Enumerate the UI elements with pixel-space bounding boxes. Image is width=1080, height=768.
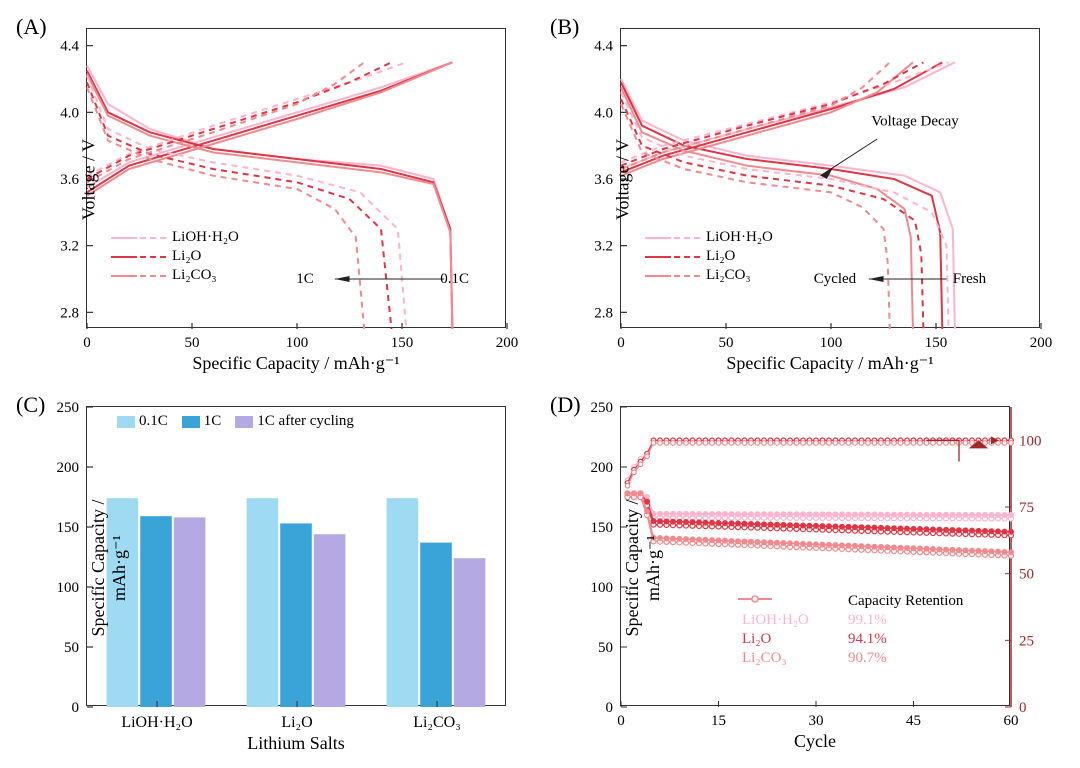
svg-text:2.8: 2.8 xyxy=(60,305,79,321)
x-axis-label: Specific Capacity / mAh·g⁻¹ xyxy=(726,353,933,374)
legend-text: LiOH·H₂O xyxy=(742,612,830,629)
svg-text:Li₂CO₃: Li₂CO₃ xyxy=(413,714,461,731)
panel-c: (C) 050100150200250LiOH·H₂OLi₂OLi₂CO₃Lit… xyxy=(10,388,536,758)
svg-text:150: 150 xyxy=(925,335,948,351)
x-axis-label: Lithium Salts xyxy=(247,733,345,754)
svg-text:50: 50 xyxy=(64,640,79,656)
panel-d-label: (D) xyxy=(550,392,581,418)
svg-text:Voltage Decay: Voltage Decay xyxy=(871,114,959,130)
svg-text:75: 75 xyxy=(1019,500,1034,516)
svg-text:100: 100 xyxy=(1019,433,1042,449)
svg-text:0: 0 xyxy=(617,713,625,729)
figure-grid: (A) 0501001502002.83.23.64.04.41C0.1CSpe… xyxy=(0,0,1080,768)
svg-text:4.0: 4.0 xyxy=(60,105,79,121)
svg-text:0: 0 xyxy=(83,335,91,351)
legend-c: 0.1C 1C 1C after cycling xyxy=(117,413,354,430)
svg-text:100: 100 xyxy=(286,335,309,351)
svg-text:0: 0 xyxy=(606,700,614,716)
panel-a: (A) 0 50 100 150 200 2.8 3.2 3.6 4.0 4.4 1C 0.1C Spe… xyxy=(10,10,536,380)
svg-text:150: 150 xyxy=(57,520,80,536)
svg-text:1C: 1C xyxy=(296,271,314,287)
legend-text: Li₂CO₃ xyxy=(706,267,751,284)
y-axis-label: Specific Capacity / mAh·g⁻¹ xyxy=(88,478,130,658)
svg-text:200: 200 xyxy=(591,460,614,476)
svg-text:0: 0 xyxy=(1019,700,1027,716)
svg-text:0: 0 xyxy=(72,700,80,716)
legend-text: 1C xyxy=(204,413,222,430)
retention-value: 94.1% xyxy=(848,631,887,648)
legend: LiOH·H₂O Li₂O Li₂CO₃ xyxy=(111,229,239,286)
svg-text:3.6: 3.6 xyxy=(60,172,79,188)
svg-text:25: 25 xyxy=(1019,633,1034,649)
svg-text:60: 60 xyxy=(1004,713,1019,729)
svg-text:Cycled: Cycled xyxy=(814,271,857,287)
legend-text: Li₂O xyxy=(742,631,830,648)
svg-text:15: 15 xyxy=(711,713,726,729)
svg-text:100: 100 xyxy=(57,580,80,596)
svg-text:150: 150 xyxy=(391,335,414,351)
retention-value: 99.1% xyxy=(848,612,887,629)
svg-text:Li₂O: Li₂O xyxy=(281,714,312,731)
svg-text:100: 100 xyxy=(820,335,843,351)
legend-text: 0.1C xyxy=(139,413,168,430)
svg-text:250: 250 xyxy=(57,400,80,416)
svg-text:200: 200 xyxy=(1030,335,1053,351)
x-axis-label: Specific Capacity / mAh·g⁻¹ xyxy=(192,353,399,374)
svg-text:250: 250 xyxy=(591,400,614,416)
svg-text:45: 45 xyxy=(906,713,921,729)
svg-text:4.4: 4.4 xyxy=(594,39,613,55)
plot-c-area: 050100150200250LiOH·H₂OLi₂OLi₂CO₃Lithium… xyxy=(86,406,506,706)
y-axis-label: Specific Capacity / mAh·g⁻¹ xyxy=(622,478,664,658)
svg-text:200: 200 xyxy=(57,460,80,476)
svg-text:0.1C: 0.1C xyxy=(440,271,469,287)
legend-text: 1C after cycling xyxy=(257,413,354,430)
legend-text: Li₂O xyxy=(706,248,735,265)
svg-text:2.8: 2.8 xyxy=(594,305,613,321)
panel-a-label: (A) xyxy=(16,14,47,40)
legend-text: Li₂CO₃ xyxy=(172,267,217,284)
y-axis-label: Voltage / V xyxy=(613,120,634,240)
legend-d: Capacity RetentionLiOH·H₂O99.1%Li₂O94.1%… xyxy=(738,593,963,669)
svg-text:50: 50 xyxy=(719,335,734,351)
svg-text:150: 150 xyxy=(591,520,614,536)
svg-text:50: 50 xyxy=(1019,567,1034,583)
svg-text:0: 0 xyxy=(617,335,625,351)
panel-c-label: (C) xyxy=(16,392,45,418)
svg-text:Fresh: Fresh xyxy=(953,271,987,287)
plot-b-area: 0501001502002.83.23.64.04.4Voltage Decay… xyxy=(620,28,1040,328)
svg-text:4.0: 4.0 xyxy=(594,105,613,121)
svg-text:100: 100 xyxy=(591,580,614,596)
legend-text: Li₂O xyxy=(172,248,201,265)
svg-text:3.6: 3.6 xyxy=(594,172,613,188)
plot-d-area: 0153045600501001502002500255075100CycleS… xyxy=(620,406,1010,706)
legend-text: LiOH·H₂O xyxy=(706,229,773,246)
svg-text:3.2: 3.2 xyxy=(594,239,613,255)
panel-b-label: (B) xyxy=(550,14,579,40)
legend-text: Li₂CO₃ xyxy=(742,650,830,667)
svg-text:200: 200 xyxy=(496,335,519,351)
y-axis-label: Voltage / V xyxy=(79,120,100,240)
x-axis-label: Cycle xyxy=(794,731,836,752)
svg-text:LiOH·H₂O: LiOH·H₂O xyxy=(121,714,192,731)
svg-text:4.4: 4.4 xyxy=(60,39,79,55)
plot-a-area: 0501001502002.83.23.64.04.41C0.1CSpecifi… xyxy=(86,28,506,328)
svg-text:30: 30 xyxy=(809,713,824,729)
panel-b: (B) 0501001502002.83.23.64.04.4Voltage D… xyxy=(544,10,1070,380)
legend-text: LiOH·H₂O xyxy=(172,229,239,246)
panel-d: (D) 0153045600501001502002500255075100Cy… xyxy=(544,388,1070,758)
svg-text:50: 50 xyxy=(185,335,200,351)
legend: LiOH·H₂O Li₂O Li₂CO₃ xyxy=(645,229,773,286)
svg-text:3.2: 3.2 xyxy=(60,239,79,255)
retention-value: 90.7% xyxy=(848,650,887,667)
svg-text:50: 50 xyxy=(598,640,613,656)
